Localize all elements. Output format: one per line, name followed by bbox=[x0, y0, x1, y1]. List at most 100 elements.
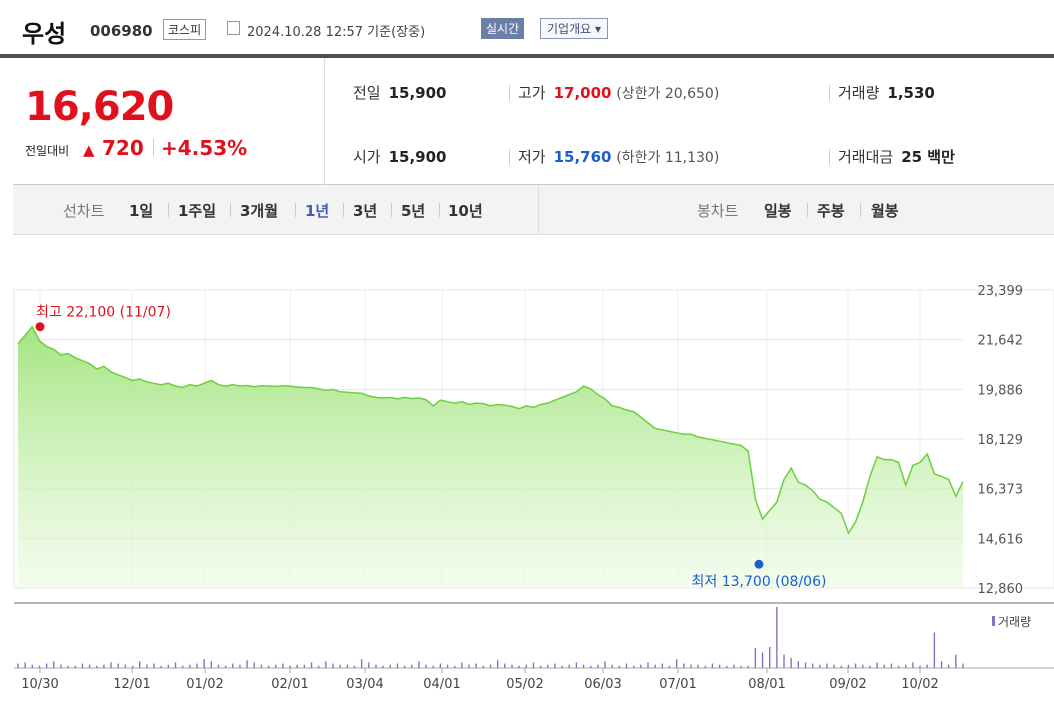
volume-bar bbox=[539, 665, 542, 668]
x-tick-label: 07/01 bbox=[659, 677, 696, 692]
volume-legend-swatch bbox=[992, 616, 995, 626]
volume-bar bbox=[81, 663, 84, 668]
volume-bar bbox=[504, 663, 506, 668]
volume-bar bbox=[955, 654, 957, 668]
volume-bar bbox=[117, 663, 119, 668]
lower-limit: (하한가 11,130) bbox=[616, 150, 720, 166]
realtime-badge[interactable]: 실시간 bbox=[481, 18, 525, 39]
x-tick-label: 03/04 bbox=[346, 677, 383, 692]
divider bbox=[439, 203, 440, 217]
divider bbox=[807, 203, 808, 217]
y-tick-label: 16,373 bbox=[978, 483, 1024, 498]
volume-bar bbox=[797, 661, 800, 668]
current-price: 16,620 bbox=[25, 84, 174, 130]
volume-bar bbox=[590, 665, 592, 668]
volume-bar bbox=[511, 664, 513, 668]
volume-bar bbox=[625, 663, 628, 668]
tab-1w[interactable]: 1주일 bbox=[178, 202, 217, 220]
volume-bar bbox=[869, 665, 871, 668]
volume-legend-label: 거래량 bbox=[998, 615, 1031, 629]
volume-bar bbox=[632, 665, 635, 668]
volume-bar bbox=[561, 665, 563, 668]
volume-bar bbox=[618, 665, 621, 668]
volume-bar bbox=[432, 665, 434, 668]
volume-bar bbox=[819, 664, 821, 668]
divider bbox=[860, 203, 861, 217]
volume-bar bbox=[24, 662, 26, 668]
volume-bar bbox=[726, 665, 728, 668]
volume-value: 1,530 bbox=[887, 84, 935, 102]
volume-bar bbox=[912, 662, 914, 668]
open-price: 시가 15,900 bbox=[353, 146, 447, 167]
volume-bar bbox=[375, 664, 377, 668]
tab-3m[interactable]: 3개월 bbox=[240, 202, 279, 220]
tab-5y[interactable]: 5년 bbox=[401, 202, 426, 220]
volume-bar bbox=[647, 662, 649, 668]
volume-bar bbox=[962, 663, 964, 668]
volume-bar bbox=[174, 662, 177, 668]
volume-bar bbox=[747, 665, 749, 668]
low-label: 저가 bbox=[518, 148, 546, 166]
x-tick-label: 09/02 bbox=[829, 677, 866, 692]
volume-bar bbox=[339, 664, 341, 668]
candle-chart-label: 봉차트 bbox=[697, 202, 739, 220]
volume-bar bbox=[382, 665, 384, 668]
volume-bar bbox=[425, 664, 427, 668]
divider bbox=[230, 203, 231, 217]
volume-bar bbox=[947, 664, 950, 668]
high-label: 고가 bbox=[518, 84, 546, 102]
volume-bar bbox=[403, 665, 406, 668]
compare-label: 전일대비 bbox=[25, 144, 70, 158]
company-overview-button[interactable]: 기업개요 ▾ bbox=[540, 18, 608, 39]
volume-bar bbox=[776, 607, 778, 668]
volume-bar bbox=[439, 663, 442, 668]
volume-bar bbox=[711, 663, 714, 668]
tab-daily[interactable]: 일봉 bbox=[764, 202, 792, 220]
volume-bar bbox=[224, 665, 227, 668]
x-tick-label: 10/30 bbox=[21, 677, 58, 692]
tab-3y[interactable]: 3년 bbox=[353, 202, 378, 220]
divider bbox=[153, 138, 154, 156]
amount-value: 25 백만 bbox=[901, 148, 955, 166]
volume-bar bbox=[210, 661, 212, 668]
low-value: 15,760 bbox=[553, 148, 612, 166]
x-tick-label: 05/02 bbox=[506, 677, 543, 692]
amount-label: 거래대금 bbox=[838, 148, 894, 166]
volume-bar bbox=[876, 662, 878, 668]
tab-10y[interactable]: 10년 bbox=[448, 202, 483, 220]
timestamp: 2024.10.28 12:57 기준(장중) bbox=[247, 21, 425, 40]
divider bbox=[391, 203, 392, 217]
volume-bar bbox=[532, 662, 535, 668]
volume-bar bbox=[554, 663, 556, 668]
tab-weekly[interactable]: 주봉 bbox=[817, 202, 845, 220]
volume-bar bbox=[847, 664, 850, 668]
volume-bar bbox=[783, 654, 785, 668]
volume-bar bbox=[411, 664, 413, 668]
volume-bar bbox=[454, 665, 456, 668]
tab-1y[interactable]: 1년 bbox=[305, 202, 330, 220]
volume-bar bbox=[124, 664, 127, 668]
volume-bar bbox=[890, 663, 893, 668]
volume-bar bbox=[53, 661, 55, 668]
volume-bar bbox=[897, 665, 900, 668]
volume-bar bbox=[811, 663, 814, 668]
volume-bar bbox=[690, 664, 692, 668]
volume-bar bbox=[74, 665, 76, 668]
volume-bar bbox=[804, 662, 807, 668]
volume-bar bbox=[203, 659, 205, 668]
stock-code: 006980 bbox=[90, 22, 153, 40]
y-tick-label: 12,860 bbox=[978, 582, 1024, 597]
volume-bar bbox=[296, 664, 298, 668]
volume-bar bbox=[733, 664, 735, 668]
volume-bar bbox=[919, 665, 921, 668]
price-chart: 23,399 21,642 19,886 18,129 16,373 14,616 12,8… bbox=[13, 284, 1054, 692]
volume-bar bbox=[496, 660, 499, 668]
volume-bar bbox=[167, 664, 170, 668]
volume-bar bbox=[840, 665, 842, 668]
tab-1d[interactable]: 1일 bbox=[129, 202, 154, 220]
datetime-text: 2024.10.28 12:57 bbox=[247, 25, 364, 40]
tab-monthly[interactable]: 월봉 bbox=[871, 202, 899, 220]
volume-bar bbox=[38, 665, 41, 668]
volume-bar bbox=[267, 665, 270, 668]
volume-bar bbox=[139, 661, 141, 668]
